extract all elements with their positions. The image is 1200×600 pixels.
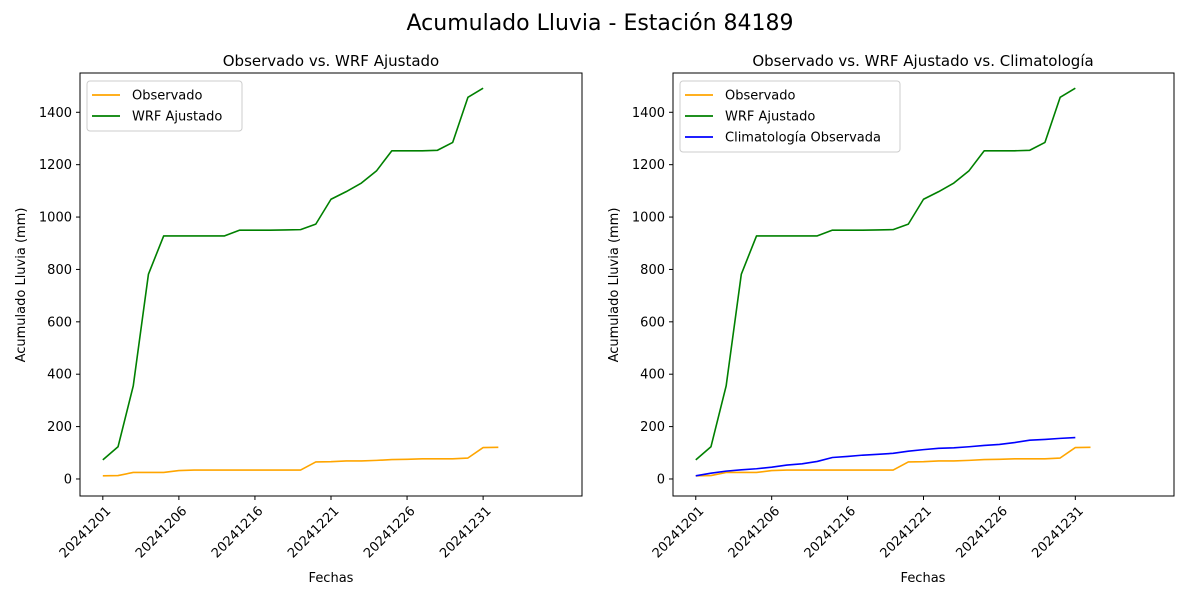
y-tick-label: 1400: [632, 106, 665, 121]
y-tick-label: 1000: [39, 211, 72, 226]
x-tick-label: 20241221: [285, 504, 342, 561]
x-tick-label: 20241206: [726, 504, 783, 561]
axes-frame: [672, 72, 1175, 497]
x-axis-label: Fechas: [901, 571, 946, 586]
legend-label: Climatología Observada: [725, 131, 881, 146]
x-tick-label: 20241231: [437, 504, 494, 561]
legend-label: Observado: [725, 89, 796, 104]
series-line-observado: [102, 446, 499, 477]
x-tick-label: 20241221: [878, 504, 935, 561]
y-tick-label: 1000: [632, 211, 665, 226]
y-tick-label: 400: [640, 368, 665, 383]
x-tick-label: 20241226: [361, 504, 418, 561]
x-tick-label: 20241216: [209, 504, 266, 561]
y-tick-label: 400: [47, 368, 72, 383]
y-tick-label: 1400: [39, 106, 72, 121]
legend-box: [86, 80, 243, 132]
y-tick-label: 600: [47, 315, 72, 330]
chart-title: Observado vs. WRF Ajustado: [223, 52, 439, 70]
legend-label: WRF Ajustado: [132, 110, 222, 125]
axes-frame: [79, 72, 583, 497]
legend-label: Observado: [132, 89, 203, 104]
y-tick-label: 1200: [632, 158, 665, 173]
series-line-climatolog-a-observada: [695, 436, 1076, 477]
series-line-wrf-ajustado: [102, 87, 484, 461]
x-tick-label: 20241226: [953, 504, 1010, 561]
chart-panel-right: Observado vs. WRF Ajustado vs. Climatolo…: [607, 52, 1175, 586]
chart-panel-left: Observado vs. WRF Ajustado Fechas Acumul…: [14, 52, 583, 586]
y-tick-label: 0: [64, 472, 72, 487]
y-tick-label: 800: [47, 263, 72, 278]
y-axis-label: Acumulado Lluvia (mm): [607, 208, 622, 363]
y-tick-label: 200: [47, 420, 72, 435]
x-axis-label: Fechas: [309, 571, 354, 586]
x-tick-label: 20241201: [57, 504, 114, 561]
y-tick-label: 600: [640, 315, 665, 330]
x-tick-label: 20241231: [1029, 504, 1086, 561]
x-tick-label: 20241201: [650, 504, 707, 561]
legend-box: [679, 80, 901, 153]
y-tick-label: 200: [640, 420, 665, 435]
figure-suptitle: Acumulado Lluvia - Estación 84189: [407, 11, 794, 36]
series-line-observado: [695, 446, 1091, 477]
x-tick-label: 20241216: [802, 504, 859, 561]
legend-label: WRF Ajustado: [725, 110, 815, 125]
x-tick-label: 20241206: [133, 504, 190, 561]
y-tick-label: 0: [657, 472, 665, 487]
series-line-wrf-ajustado: [695, 87, 1076, 461]
chart-title: Observado vs. WRF Ajustado vs. Climatolo…: [752, 52, 1093, 70]
y-tick-label: 1200: [39, 158, 72, 173]
y-tick-label: 800: [640, 263, 665, 278]
y-axis-label: Acumulado Lluvia (mm): [14, 208, 29, 363]
